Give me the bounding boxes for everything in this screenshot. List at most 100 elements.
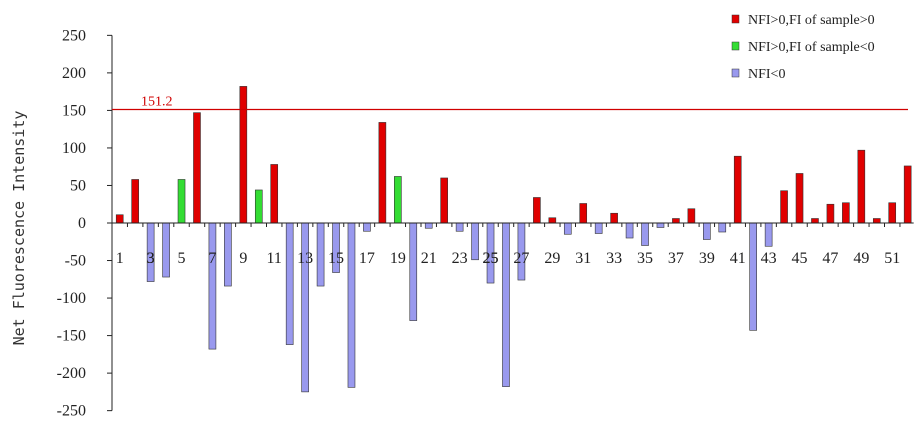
y-tick-label: -200 [57,365,86,382]
bar-23 [455,222,464,232]
x-tick-label: 5 [178,250,186,267]
reference-line-label: 151.2 [141,95,173,110]
bar-44 [780,190,788,224]
bars-group [115,86,912,393]
x-tick-label: 45 [792,250,808,267]
y-axis-label: Net Fluorescence Intensity [10,111,28,346]
x-tick-label: 39 [699,250,715,267]
y-tick-label: -250 [57,403,86,420]
bar-51 [888,202,897,224]
bar-31 [579,203,588,224]
x-tick-label: 27 [513,250,529,267]
x-tick-label: 43 [761,250,777,267]
bar-9 [239,86,248,224]
bar-16 [347,222,356,388]
x-tick-label: 35 [637,250,653,267]
bar-36 [656,222,665,228]
x-tick-label: 29 [544,250,560,267]
bar-19 [394,176,402,224]
bar-12 [285,222,294,345]
y-tick-label: 100 [62,140,86,157]
legend-label-green: NFI>0,FI of sample<0 [748,40,875,55]
x-tick-label: 19 [390,250,406,267]
reference-line-group: 151.2 [112,95,908,111]
bar-5 [177,179,186,224]
bar-1 [115,214,124,224]
x-tick-label: 9 [239,250,247,267]
bar-4 [162,222,170,278]
legend: NFI>0,FI of sample>0 NFI>0,FI of sample<0… [731,13,875,82]
x-tick-label: 13 [297,250,313,267]
x-tick-label: 17 [359,250,375,267]
bar-7 [208,222,217,350]
legend-label-pos: NFI>0,FI of sample>0 [748,13,875,28]
bar-29 [548,217,557,224]
bar-22 [440,177,448,224]
bar-11 [270,164,279,224]
bar-40 [718,222,727,233]
x-tick-label: 3 [147,250,155,267]
legend-swatch-green [731,41,740,51]
x-tick-label: 49 [853,250,869,267]
x-tick-label: 41 [730,250,746,267]
y-tick-label: -150 [57,328,86,345]
x-tick-label: 37 [668,250,684,267]
bar-41 [733,155,742,224]
bar-33 [610,212,618,224]
x-tick-label: 23 [452,250,468,267]
bar-32 [594,222,603,234]
bar-45 [795,173,804,224]
bar-43 [764,222,773,247]
bar-26 [502,222,510,387]
bar-30 [563,222,572,235]
y-tick-label: 200 [62,65,86,82]
x-tick-label: 21 [421,250,437,267]
bar-20 [409,222,418,321]
bar-13 [301,222,309,393]
bar-34 [625,222,634,239]
bar-46 [811,218,819,224]
y-tick-label: -100 [57,290,86,307]
y-tick-label: 50 [70,177,86,194]
x-tick-label: 1 [116,250,124,267]
bar-50 [872,218,881,224]
bar-38 [687,208,696,224]
x-tick-label: 25 [483,250,499,267]
legend-swatch-pos [731,14,740,24]
bar-39 [703,222,711,240]
x-axis: 1 3 5 7 9 11 13 15 17 19 21 23 25 27 29 31 33 35 37 39 41 43 4… [111,222,914,267]
bar-18 [378,122,387,224]
bar-42 [749,222,757,331]
y-tick-label: 150 [62,102,86,119]
x-tick-label: 15 [328,250,344,267]
x-tick-label: 11 [267,250,282,267]
bar-35 [641,222,649,246]
x-tick-label: 31 [575,250,591,267]
legend-label-neg: NFI<0 [748,67,785,82]
x-tick-label: 3 [147,250,155,267]
bar-28 [533,197,541,224]
y-tick-label: 250 [62,27,86,44]
bar-17 [363,222,371,232]
y-tick-label: 0 [78,215,86,232]
bar-47 [826,203,835,224]
bar-10 [254,189,263,224]
bar-48 [842,202,850,224]
y-axis: 250 200 150 100 50 0 -50 -100 -150 -200 -250 [57,27,113,420]
legend-swatch-neg [731,68,740,78]
bar-8 [224,222,232,287]
x-tick-label: 51 [884,250,900,267]
bar-37 [672,218,680,224]
bar-49 [857,149,866,224]
bar-52 [903,165,912,224]
bar-6 [193,112,201,224]
x-tick-label: 47 [822,250,838,267]
bar-14 [316,222,325,287]
x-tick-label: 33 [606,250,622,267]
y-tick-label: -50 [65,253,86,270]
x-tick-label: 7 [208,250,216,267]
x-tick-label: 25 [483,250,499,267]
bar-24 [471,222,479,261]
bar-2 [131,179,139,224]
